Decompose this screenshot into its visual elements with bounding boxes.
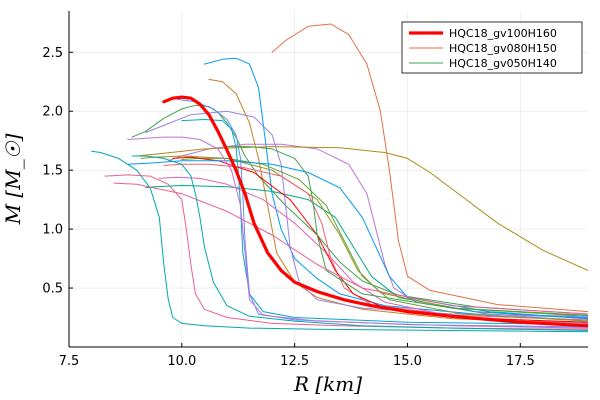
series-line-10 (140, 155, 588, 317)
y-tick-label: 2.5 (42, 46, 63, 61)
x-axis-label: R [km] (293, 372, 362, 396)
x-tick-label: 17.5 (506, 354, 535, 369)
x-tick-label: 12.5 (280, 354, 309, 369)
series-line-18 (127, 160, 588, 320)
series-line-19 (226, 146, 588, 316)
series-line-13 (176, 98, 588, 328)
y-tick-label: 2.0 (42, 105, 63, 120)
series-line-22 (131, 155, 588, 331)
y-tick-label: 1.5 (42, 164, 63, 179)
x-tick-label: 7.5 (59, 354, 80, 369)
series-line-20 (127, 136, 588, 329)
x-tick-label: 10.0 (167, 354, 196, 369)
legend-label: HQC18_gv080H150 (449, 42, 557, 55)
axes (68, 11, 588, 348)
series-line-0 (162, 95, 588, 328)
series-line-15 (158, 176, 588, 324)
y-tick-label: 1.0 (42, 223, 63, 238)
legend-label: HQC18_gv050H140 (449, 57, 557, 70)
x-tick-label: 15.0 (393, 354, 422, 369)
y-axis-label: M [M_☉] (1, 133, 25, 225)
y-tick-label: 0.5 (42, 282, 63, 297)
series-line-8 (208, 78, 588, 324)
series-line-6 (91, 150, 588, 333)
legend: HQC18_gv100H160 HQC18_gv080H150 HQC18_gv05… (401, 21, 583, 74)
series-line-7 (104, 174, 588, 330)
series-line-12 (145, 110, 588, 317)
series-line-1 (271, 23, 588, 313)
series-line-21 (113, 182, 588, 315)
legend-label: HQC18_gv100H160 (449, 27, 557, 40)
series-line-16 (181, 157, 588, 322)
series-line-5 (136, 146, 588, 271)
series-layer (91, 23, 588, 333)
tick-labels: 7.5 10.0 12.5 15.0 17.5 0.5 1.0 1.5 2.0 2.5 (42, 46, 534, 369)
